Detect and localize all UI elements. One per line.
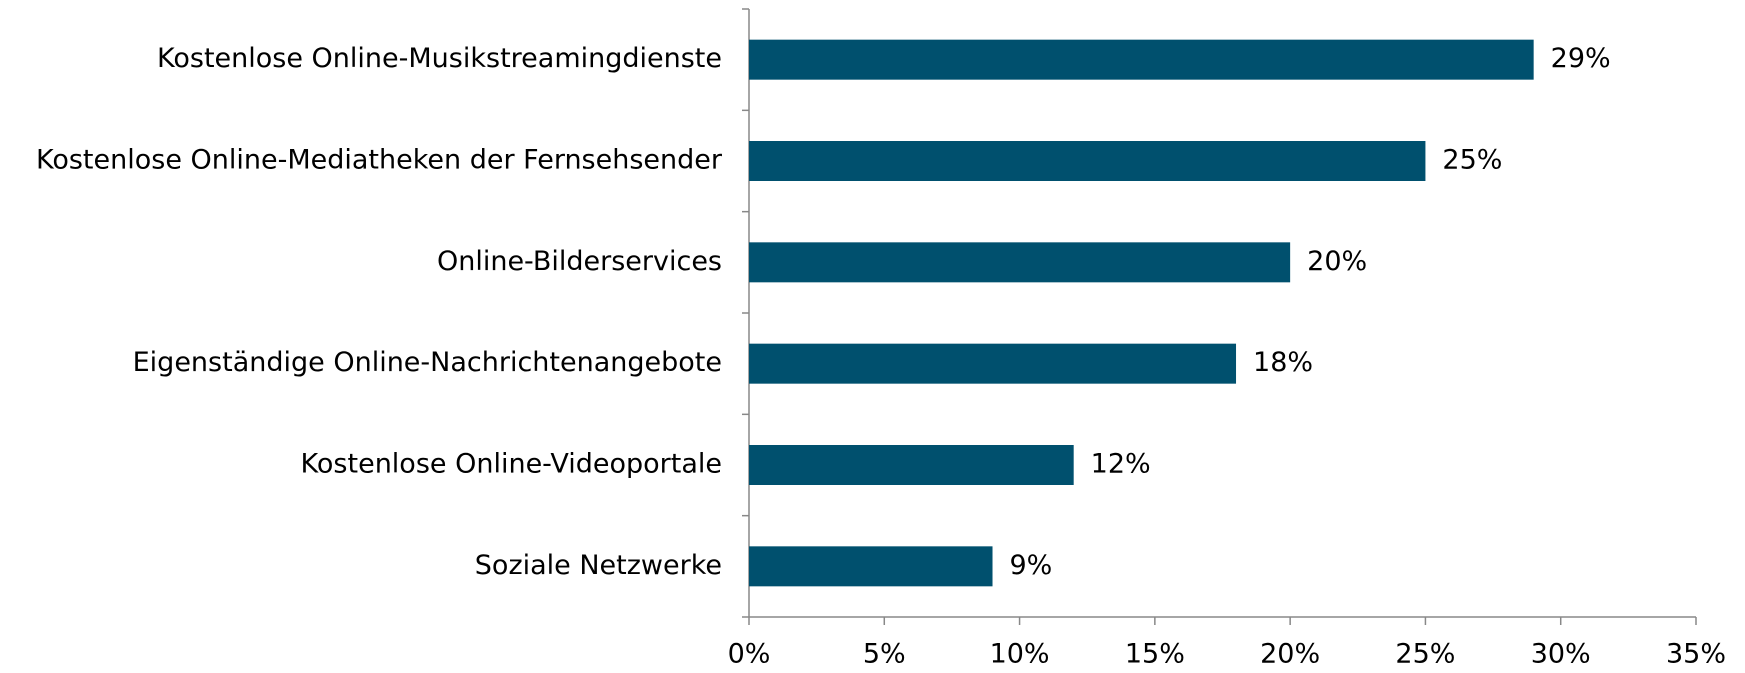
bar (749, 546, 993, 587)
bar (749, 39, 1534, 80)
bar (749, 343, 1237, 384)
bar (749, 242, 1291, 283)
x-tick-label: 25% (1395, 639, 1455, 670)
data-label: 25% (1442, 145, 1502, 176)
category-label: Online-Bilderservices (437, 246, 722, 277)
x-tick-label: 10% (990, 639, 1050, 670)
x-tick-label: 30% (1531, 639, 1591, 670)
category-label: Soziale Netzwerke (475, 550, 722, 581)
bar (749, 445, 1074, 485)
x-tick-label: 35% (1666, 639, 1726, 670)
data-label: 9% (1010, 550, 1053, 581)
data-label: 12% (1091, 449, 1151, 480)
x-tick-label: 0% (728, 639, 771, 670)
category-label: Eigenständige Online-Nachrichtenangebote (133, 347, 722, 378)
data-label: 18% (1253, 347, 1313, 378)
category-label: Kostenlose Online-Mediatheken der Fernse… (36, 145, 723, 176)
x-tick-label: 5% (863, 639, 906, 670)
x-tick-label: 20% (1260, 639, 1320, 670)
data-label: 29% (1551, 43, 1611, 74)
category-label: Kostenlose Online-Musikstreamingdienste (157, 43, 722, 74)
category-label: Kostenlose Online-Videoportale (301, 449, 722, 480)
data-label: 20% (1307, 246, 1367, 277)
x-tick-label: 15% (1125, 639, 1185, 670)
bar (749, 141, 1426, 181)
